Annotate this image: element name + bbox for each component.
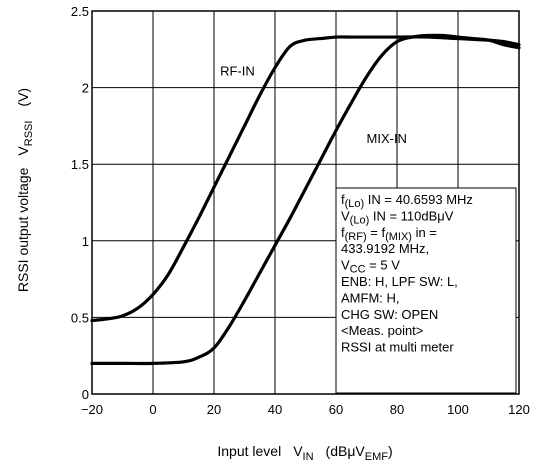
condition-line: RSSI at multi meter	[341, 340, 454, 355]
series-group	[90, 33, 521, 366]
condition-line: VCC = 5 V	[341, 258, 400, 276]
y-tick-label: 2.5	[71, 4, 89, 19]
x-tick-labels: −20 0 20 40 60 80 100 120	[81, 402, 530, 417]
y-tick-label: 0.5	[71, 310, 89, 325]
condition-line: V(Lo) IN = 110dBμV	[341, 208, 454, 226]
annotation-rf-in: RF-IN	[220, 63, 255, 78]
x-tick-label: 100	[447, 402, 469, 417]
condition-line: f(Lo) IN = 40.6593 MHz	[341, 192, 473, 210]
condition-line: CHG SW: OPEN	[341, 307, 438, 322]
y-tick-label: 1.5	[71, 157, 89, 172]
y-tick-label: 2	[82, 81, 89, 96]
y-axis-title: RSSI output voltageVRSSI(V)	[15, 88, 35, 292]
x-tick-label: 20	[207, 402, 221, 417]
y-tick-label: 0	[82, 387, 89, 402]
series-line-mix-in	[90, 33, 521, 366]
plot-frame	[91, 10, 520, 395]
y-tick-label: 1	[82, 234, 89, 249]
y-tick-labels: 0 0.5 1 1.5 2 2.5	[71, 4, 89, 402]
x-axis-title: Input level VIN (dBμVEMF)	[217, 443, 392, 463]
condition-line: ENB: H, LPF SW: L,	[341, 274, 458, 289]
condition-line: 433.9192 MHz,	[341, 241, 429, 256]
condition-line: f(RF) = f(MIX) in =	[341, 225, 437, 243]
condition-line: AMFM: H,	[341, 290, 400, 305]
x-tick-label: 60	[329, 402, 343, 417]
x-tick-label: −20	[81, 402, 103, 417]
x-tick-label: 80	[390, 402, 404, 417]
annotation-mix-in: MIX-IN	[367, 131, 407, 146]
x-tick-label: 120	[508, 402, 530, 417]
x-tick-label: 0	[149, 402, 156, 417]
condition-line: <Meas. point>	[341, 323, 423, 338]
x-tick-label: 40	[268, 402, 282, 417]
